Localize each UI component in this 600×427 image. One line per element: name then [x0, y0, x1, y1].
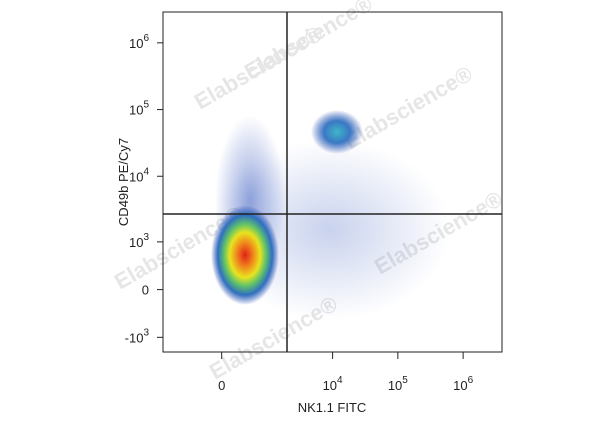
density: [210, 110, 450, 320]
tick-exponent: 6: [143, 33, 149, 44]
y-tick-label: 103: [129, 232, 149, 250]
tick-base: 10: [453, 378, 467, 393]
tick-exponent: 3: [143, 327, 149, 338]
y-tick-label: -103: [125, 327, 150, 345]
tick-exponent: 5: [143, 100, 149, 111]
tick-base: 10: [388, 378, 402, 393]
tick-base: 10: [323, 378, 337, 393]
tick-base: -10: [125, 330, 144, 345]
x-tick-label: 0: [218, 378, 225, 393]
tick-exponent: 4: [143, 166, 149, 177]
x-tick-label: 105: [388, 375, 408, 393]
x-axis-label: NK1.1 FITC: [298, 400, 367, 415]
y-tick-label: 106: [129, 33, 149, 51]
y-tick-label: 105: [129, 100, 149, 118]
density-cluster: [311, 110, 363, 154]
y-tick-label: 104: [129, 166, 149, 184]
y-axis-label: CD49b PE/Cy7: [116, 138, 131, 226]
tick-exponent: 4: [337, 375, 343, 386]
tick-base: 10: [129, 36, 143, 51]
tick-exponent: 6: [468, 375, 474, 386]
tick-base: 10: [129, 103, 143, 118]
tick-base: 10: [129, 235, 143, 250]
x-tick-label: 104: [323, 375, 343, 393]
watermark: Elabscience®: [240, 0, 377, 84]
tick-base: 10: [129, 169, 143, 184]
y-tick-label: 0: [142, 283, 149, 298]
tick-exponent: 3: [143, 232, 149, 243]
tick-exponent: 5: [402, 375, 408, 386]
x-tick-label: 106: [453, 375, 473, 393]
density-cluster: [211, 205, 279, 305]
